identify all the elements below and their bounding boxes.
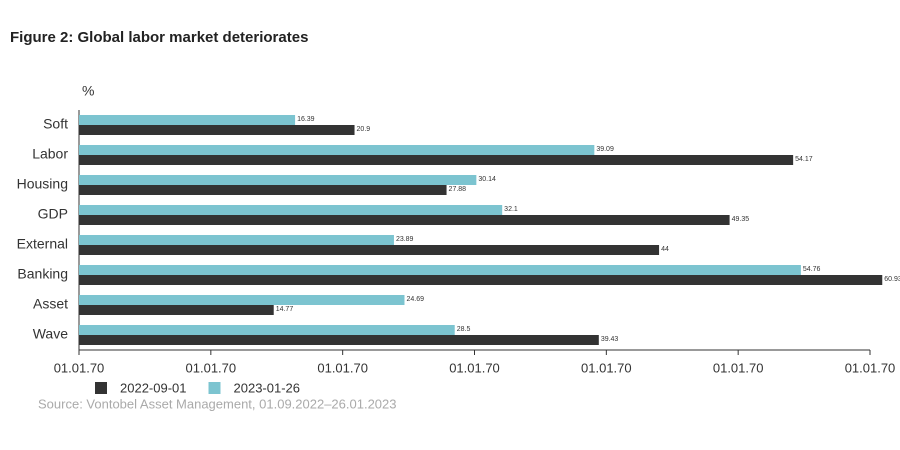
legend-label: 2023-01-26 — [234, 380, 301, 395]
y-tick-label: Housing — [17, 176, 68, 192]
y-tick-label: GDP — [38, 206, 68, 222]
data-label: 16.39 — [297, 116, 315, 123]
data-label: 30.14 — [478, 176, 496, 183]
chart-title: Figure 2: Global labor market deteriorat… — [10, 29, 308, 46]
x-tick-label: 01.01.70 — [54, 360, 105, 375]
data-label: 23.89 — [396, 236, 414, 243]
x-tick-label: 01.01.70 — [845, 360, 896, 375]
data-label: 39.09 — [596, 146, 614, 153]
data-label: 32.1 — [504, 206, 518, 213]
y-tick-label: External — [17, 236, 68, 252]
data-label: 54.76 — [803, 266, 821, 273]
data-label: 44 — [661, 246, 669, 253]
y-tick-label: Asset — [33, 296, 68, 312]
bar — [79, 205, 503, 215]
data-label: 24.69 — [406, 296, 424, 303]
y-tick-label: Labor — [32, 146, 68, 162]
bar — [79, 275, 883, 285]
bar — [79, 335, 599, 345]
data-label: 27.88 — [449, 186, 467, 193]
bar — [79, 305, 274, 315]
x-tick-label: 01.01.70 — [317, 360, 368, 375]
data-label: 14.77 — [276, 306, 294, 313]
bar — [79, 235, 394, 245]
bar — [79, 245, 660, 255]
data-label: 39.43 — [601, 336, 619, 343]
legend-swatch — [95, 382, 107, 394]
data-label: 20.9 — [357, 126, 371, 133]
unit-label: % — [82, 83, 94, 99]
x-tick-label: 01.01.70 — [186, 360, 237, 375]
bar — [79, 125, 355, 135]
y-tick-label: Wave — [33, 326, 68, 342]
data-label: 54.17 — [795, 156, 813, 163]
bar — [79, 265, 801, 275]
data-label: 60.93 — [884, 276, 900, 283]
data-label: 49.35 — [732, 216, 750, 223]
legend-label: 2022-09-01 — [120, 380, 187, 395]
bar — [79, 175, 477, 185]
bar — [79, 325, 455, 335]
bar — [79, 145, 595, 155]
bar — [79, 185, 447, 195]
bar — [79, 295, 405, 305]
data-label: 28.5 — [457, 326, 471, 333]
bar — [79, 215, 730, 225]
x-tick-label: 01.01.70 — [713, 360, 764, 375]
x-tick-label: 01.01.70 — [581, 360, 632, 375]
source: Source: Vontobel Asset Management, 01.09… — [38, 396, 397, 411]
y-tick-label: Banking — [17, 266, 68, 282]
x-tick-label: 01.01.70 — [449, 360, 500, 375]
y-tick-label: Soft — [43, 116, 68, 132]
bar — [79, 115, 296, 125]
legend-swatch — [208, 382, 221, 394]
bar — [79, 155, 794, 165]
